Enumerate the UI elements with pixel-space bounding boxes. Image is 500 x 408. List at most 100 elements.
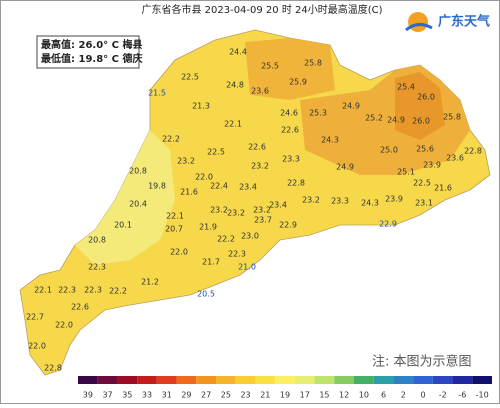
station-label: 26.0 xyxy=(412,117,430,126)
station-label: 21.2 xyxy=(141,278,159,287)
station-label: 23.0 xyxy=(241,232,259,241)
station-label: 19.8 xyxy=(148,182,166,191)
legend-swatch xyxy=(413,376,433,384)
station-label: 21.0 xyxy=(238,263,256,272)
legend-swatch xyxy=(373,376,394,384)
legend-swatch xyxy=(216,376,236,384)
legend-tick-label: 2 xyxy=(401,391,406,400)
station-label: 20.7 xyxy=(165,225,183,234)
station-label: 26.0 xyxy=(417,93,435,102)
station-label: 20.8 xyxy=(129,167,147,176)
legend-swatch xyxy=(354,376,374,384)
legend-swatch xyxy=(393,376,414,384)
station-label: 23.2 xyxy=(210,206,228,215)
station-label: 21.6 xyxy=(434,184,452,193)
station-label: 24.9 xyxy=(387,116,405,125)
station-label: 25.3 xyxy=(309,109,327,118)
station-labels: 24.4 25.5 25.8 25.9 22.5 24.8 23.6 21.5 21.3 22.1… xyxy=(26,48,482,373)
legend-tick-label: 33 xyxy=(142,391,152,400)
station-label: 22.6 xyxy=(248,143,266,152)
station-label: 24.8 xyxy=(226,81,244,90)
station-label: 22.3 xyxy=(88,263,106,272)
station-label: 23.6 xyxy=(446,154,464,163)
legend-swatch xyxy=(275,376,295,384)
station-label: 22.5 xyxy=(413,179,431,188)
legend-tick-label: -10 xyxy=(476,391,489,400)
station-label: 23.9 xyxy=(423,161,441,170)
station-label: 25.9 xyxy=(289,78,307,87)
station-label: 23.3 xyxy=(331,197,349,206)
station-label: 22.3 xyxy=(228,250,246,259)
warm-region-north xyxy=(245,38,335,100)
legend-swatch xyxy=(294,376,315,384)
legend-swatch xyxy=(255,376,276,384)
legend-tick-label: 21 xyxy=(260,391,270,400)
legend-tick-label: 29 xyxy=(181,391,191,400)
station-label: 22.0 xyxy=(55,321,73,330)
logo-wave xyxy=(405,23,433,32)
station-label: 24.9 xyxy=(336,163,354,172)
legend-tick-label: 12 xyxy=(339,391,349,400)
station-label: 22.5 xyxy=(181,73,199,82)
station-label: 22.6 xyxy=(71,303,89,312)
legend-tick-label: 10 xyxy=(359,391,369,400)
station-label: 24.9 xyxy=(342,102,360,111)
legend-swatch xyxy=(314,376,335,384)
station-label: 23.6 xyxy=(251,87,269,96)
station-label: 20.4 xyxy=(129,200,147,209)
legend-tick-label: 17 xyxy=(300,391,310,400)
legend-swatch xyxy=(117,376,138,384)
station-label: 25.6 xyxy=(416,145,434,154)
station-label: 24.3 xyxy=(361,199,379,208)
station-label: 25.8 xyxy=(443,113,461,122)
station-label: 21.9 xyxy=(199,223,217,232)
station-label: 23.7 xyxy=(254,216,272,225)
station-label: 20.8 xyxy=(88,236,106,245)
station-label: 22.1 xyxy=(224,120,242,129)
station-label: 22.0 xyxy=(28,342,46,351)
station-label: 23.2 xyxy=(227,209,245,218)
station-label: 22.2 xyxy=(162,135,180,144)
legend-tick-label: -6 xyxy=(458,391,466,400)
legend-swatch xyxy=(235,376,256,384)
station-label: 22.1 xyxy=(166,212,184,221)
legend-tick-label: 39 xyxy=(83,391,93,400)
station-label: 22.4 xyxy=(210,182,228,191)
station-label: 24.3 xyxy=(321,136,339,145)
legend-swatch xyxy=(78,376,98,384)
station-label: 22.2 xyxy=(217,235,235,244)
station-label: 22.1 xyxy=(34,286,52,295)
station-label: 22.9 xyxy=(279,221,297,230)
station-label: 22.0 xyxy=(170,248,188,257)
station-label: 22.6 xyxy=(281,126,299,135)
legend-tick-label: 0 xyxy=(420,391,425,400)
station-label: 23.9 xyxy=(385,195,403,204)
station-label: 21.7 xyxy=(202,258,220,267)
station-label: 22.8 xyxy=(44,364,62,373)
station-label: 24.4 xyxy=(229,48,247,57)
legend-swatch xyxy=(137,376,157,384)
station-label: 25.5 xyxy=(261,62,279,71)
legend-swatch xyxy=(452,376,473,384)
station-label: 25.0 xyxy=(380,146,398,155)
legend-swatch xyxy=(156,376,177,384)
legend-tick-label: 15 xyxy=(319,391,329,400)
station-label: 22.7 xyxy=(26,313,44,322)
legend-tick-label: 6 xyxy=(381,391,386,400)
station-label: 25.4 xyxy=(397,83,415,92)
station-label: 22.0 xyxy=(195,173,213,182)
station-label: 24.6 xyxy=(280,109,298,118)
legend-tick-label: 25 xyxy=(221,391,231,400)
summary-box xyxy=(36,35,140,69)
station-label: 23.1 xyxy=(415,199,433,208)
station-label: 21.3 xyxy=(192,102,210,111)
legend-swatch xyxy=(334,376,354,384)
station-label: 21.6 xyxy=(180,188,198,197)
cool-region xyxy=(75,130,175,265)
station-label: 25.1 xyxy=(397,168,415,177)
station-label: 23.4 xyxy=(239,183,257,192)
title: 广东省各市县 2023-04-09 20 时 24小时最高温度(C) xyxy=(141,3,382,16)
station-label: 23.2 xyxy=(302,196,320,205)
legend-swatch xyxy=(432,376,453,384)
station-label: 25.8 xyxy=(304,59,322,68)
